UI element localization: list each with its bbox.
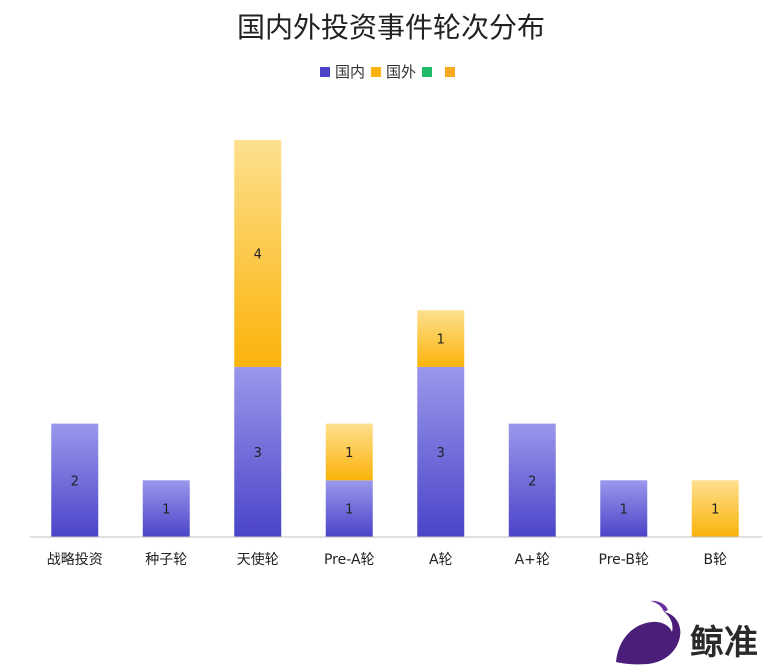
bars: 2 1 3 4 1 1 3 1 2 1 1 [51, 140, 739, 537]
chart-title: 国内外投资事件轮次分布 [237, 11, 545, 44]
data-label: 4 [254, 248, 262, 263]
data-label: 2 [528, 474, 536, 489]
data-label: 1 [437, 333, 445, 348]
legend-label: 国外 [386, 63, 416, 81]
bar-国外-A轮 [417, 310, 465, 367]
legend-swatch [371, 67, 381, 77]
legend-swatch [320, 67, 330, 77]
x-tick-label: B轮 [703, 552, 727, 568]
legend-swatch [445, 67, 455, 77]
bar-国内-种子轮 [142, 480, 190, 537]
data-label: 1 [620, 503, 628, 518]
x-tick-label: 天使轮 [237, 551, 279, 568]
whale-logo-icon [616, 600, 681, 665]
x-tick-label: A轮 [429, 552, 453, 568]
bar-国外-B轮 [691, 480, 739, 537]
watermark: 鲸准 [616, 600, 758, 665]
data-label: 2 [71, 474, 79, 489]
watermark-text: 鲸准 [690, 623, 758, 663]
bar-国内-Pre-B轮 [600, 480, 648, 537]
data-label: 1 [345, 503, 353, 518]
bar-国内-天使轮 [234, 366, 282, 537]
data-label: 3 [437, 446, 445, 461]
bar-国内-战略投资 [51, 423, 99, 537]
bar-国内-A轮 [417, 366, 465, 537]
bar-国外-Pre-A轮 [325, 423, 373, 481]
x-tick-label: 种子轮 [145, 552, 187, 568]
bar-国外-天使轮 [234, 140, 282, 367]
data-label: 1 [345, 446, 353, 461]
x-tick-labels: 战略投资 种子轮 天使轮 Pre-A轮 A轮 A+轮 Pre-B轮 B轮 [47, 551, 727, 568]
bar-国内-Pre-A轮 [325, 480, 373, 537]
data-label: 1 [162, 503, 170, 518]
x-tick-label: A+轮 [515, 552, 550, 568]
bar-国内-A+轮 [508, 423, 556, 537]
data-label: 1 [711, 503, 719, 518]
legend-swatch [422, 67, 432, 77]
data-label: 3 [254, 446, 262, 461]
x-tick-label: Pre-A轮 [324, 552, 375, 568]
x-tick-label: Pre-B轮 [599, 552, 649, 568]
legend: 国内 国外 [320, 63, 455, 81]
x-tick-label: 战略投资 [47, 552, 103, 568]
legend-label: 国内 [335, 63, 365, 81]
